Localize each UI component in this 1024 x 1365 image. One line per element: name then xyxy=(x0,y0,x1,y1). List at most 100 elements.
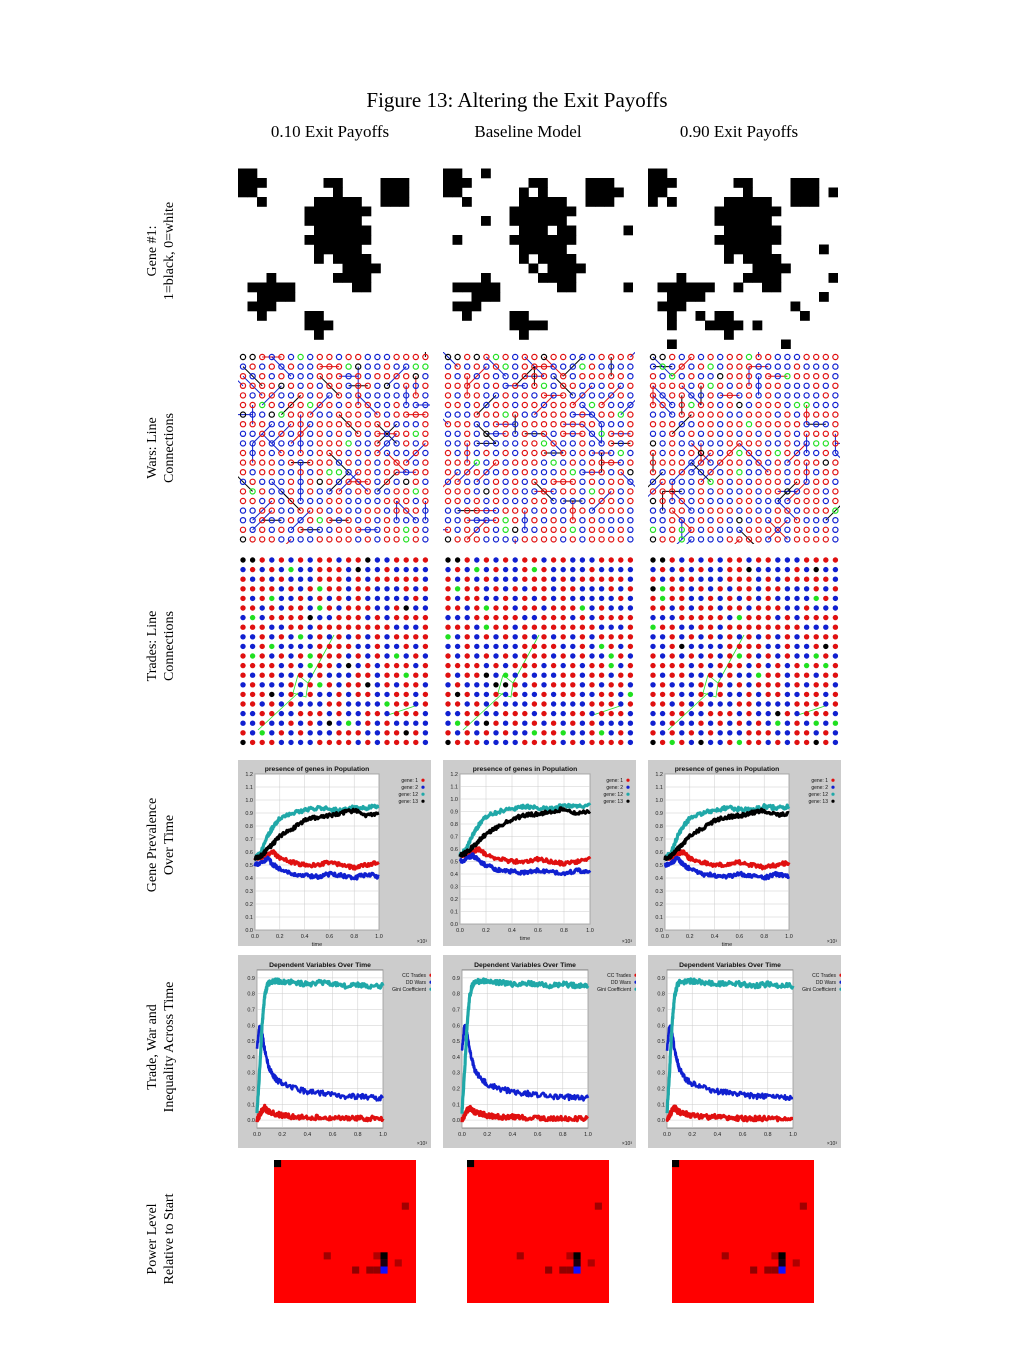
agent-dot xyxy=(326,624,333,630)
agent-ring xyxy=(345,449,352,457)
agent-ring xyxy=(531,459,538,466)
agent-dot xyxy=(679,672,685,678)
agent-dot xyxy=(608,576,614,582)
power-cell xyxy=(594,1202,602,1210)
agent-dot xyxy=(650,576,656,582)
agent-dot xyxy=(669,691,675,698)
agent-dot xyxy=(374,605,381,611)
agent-ring xyxy=(736,488,743,495)
agent-ring xyxy=(511,353,519,361)
war-line xyxy=(386,366,407,387)
gene-cell-black xyxy=(648,187,658,198)
agent-ring xyxy=(316,526,324,533)
agent-dot xyxy=(832,730,839,736)
agent-ring xyxy=(707,440,714,447)
agent-ring xyxy=(697,468,705,476)
x-tick-label: 0.8 xyxy=(764,1132,772,1138)
agent-dot xyxy=(355,595,361,602)
y-tick-label: 1.0 xyxy=(245,798,253,804)
agent-ring xyxy=(278,440,285,447)
agent-ring xyxy=(716,373,724,380)
agent-ring xyxy=(764,516,772,524)
agent-dot xyxy=(659,739,666,746)
legend-label: gene: 12 xyxy=(399,792,419,798)
gene-cell-black xyxy=(519,320,529,331)
agent-dot xyxy=(832,595,839,602)
agent-dot xyxy=(746,653,752,659)
agent-dot xyxy=(336,634,342,640)
agent-dot xyxy=(531,653,538,659)
agent-ring xyxy=(249,411,256,418)
agent-dot xyxy=(483,605,490,611)
agent-dot xyxy=(579,730,586,736)
agent-dot xyxy=(336,614,342,621)
legend-marker xyxy=(429,973,431,977)
agent-dot xyxy=(698,710,704,717)
agent-dot xyxy=(269,691,275,698)
agent-ring xyxy=(588,478,596,486)
agent-ring xyxy=(444,440,452,447)
agent-ring xyxy=(402,526,410,533)
agent-ring xyxy=(511,411,519,418)
agent-ring xyxy=(454,373,461,380)
agent-ring xyxy=(617,468,624,476)
agent-dot xyxy=(579,672,586,678)
war-line xyxy=(671,356,692,377)
agent-ring xyxy=(736,516,743,524)
agent-dot xyxy=(669,653,675,659)
agent-dot xyxy=(326,634,333,640)
agent-ring xyxy=(793,401,801,409)
agent-ring xyxy=(259,526,266,533)
agent-ring xyxy=(559,363,567,370)
gene-cell-black xyxy=(752,273,763,283)
agent-ring xyxy=(726,411,734,418)
agent-dot xyxy=(297,682,304,688)
y-tick-label: 0.1 xyxy=(655,915,663,921)
agent-ring xyxy=(249,488,256,495)
agent-dot xyxy=(746,595,752,602)
agent-dot xyxy=(249,672,256,678)
gene-cell-black xyxy=(257,301,267,312)
agent-dot xyxy=(765,557,771,563)
agent-ring xyxy=(278,526,285,533)
agent-dot xyxy=(384,701,390,707)
agent-ring xyxy=(774,420,782,428)
agent-ring xyxy=(569,411,577,418)
gene-cell-black xyxy=(323,320,334,331)
gene-cell-black xyxy=(247,187,258,198)
agent-dot xyxy=(627,595,634,602)
agent-ring xyxy=(502,488,509,495)
agent-ring xyxy=(784,420,791,428)
agent-dot xyxy=(823,672,829,678)
agent-dot xyxy=(570,624,576,630)
gene-cell-black xyxy=(657,168,668,179)
gene-cell-black xyxy=(304,320,315,331)
agent-ring xyxy=(745,497,753,505)
agent-dot xyxy=(307,634,313,640)
agent-dot xyxy=(464,557,470,563)
agent-ring xyxy=(540,526,548,533)
agent-ring xyxy=(287,353,295,361)
agent-ring xyxy=(588,363,596,370)
agent-dot xyxy=(403,557,409,563)
agent-dot xyxy=(259,710,265,717)
legend-label: DD Wars xyxy=(406,980,427,986)
agent-dot xyxy=(336,730,342,736)
war-line xyxy=(329,452,349,473)
agent-ring xyxy=(745,536,753,543)
agent-ring xyxy=(422,488,429,495)
agent-dot xyxy=(579,710,586,717)
chart-title: Dependent Variables Over Time xyxy=(269,962,371,969)
agent-ring xyxy=(473,536,480,543)
agent-dot xyxy=(717,624,723,630)
x-tick-label: 0.6 xyxy=(736,934,744,940)
war-line xyxy=(601,385,622,406)
agent-ring xyxy=(588,401,596,409)
series-line xyxy=(460,977,590,1114)
agent-ring xyxy=(774,478,782,486)
agent-ring xyxy=(803,497,810,505)
agent-dot xyxy=(278,586,285,592)
agent-ring xyxy=(364,382,372,389)
agent-dot xyxy=(659,662,666,669)
gene-cell-black xyxy=(547,197,558,207)
